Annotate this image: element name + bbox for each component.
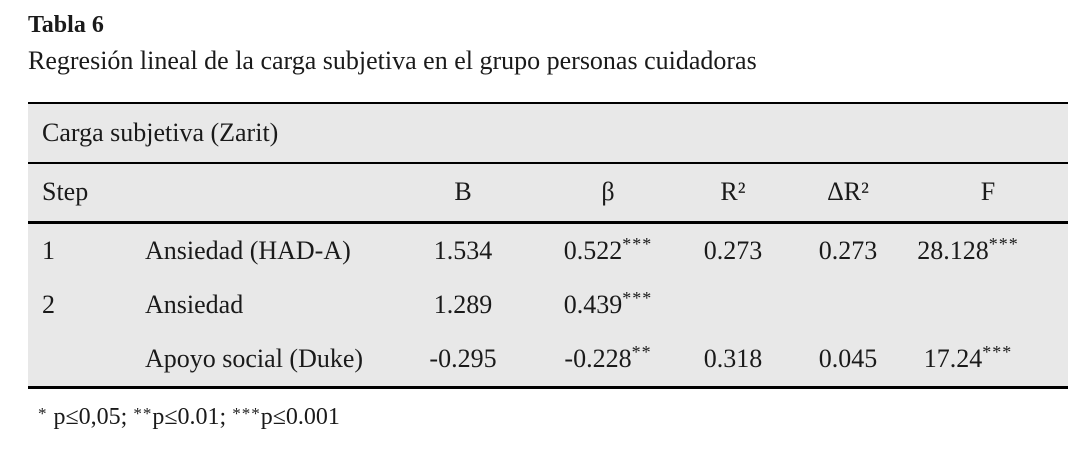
col-header-beta: β [538, 162, 678, 224]
cell-beta: 0.439*** [563, 287, 653, 319]
cell-f [908, 278, 1068, 332]
col-header-r2: R² [678, 162, 788, 224]
cell-step [28, 332, 128, 388]
col-header-delta-r2: ΔR² [788, 162, 908, 224]
significance-stars: *** [622, 233, 653, 254]
table-row: 2 Ansiedad 1.289 0.439*** [28, 278, 1068, 332]
cell-predictor: Ansiedad [145, 289, 244, 319]
cell-beta: 0.522*** [563, 233, 653, 265]
cell-delta-r2: 0.273 [818, 235, 878, 265]
cell-beta: -0.228** [564, 341, 652, 373]
cell-b: -0.295 [429, 343, 497, 373]
cell-predictor: Ansiedad (HAD-A) [145, 235, 351, 265]
cell-step: 1 [42, 235, 55, 265]
significance-note: * p≤0,05; **p≤0.01; ***p≤0.001 [38, 402, 1091, 433]
significance-stars: *** [622, 287, 653, 308]
cell-step: 2 [42, 289, 55, 319]
cell-f: 28.128*** [917, 233, 1019, 265]
significance-stars: *** [232, 403, 261, 423]
col-header-step: Step [28, 162, 128, 224]
cell-delta-r2 [788, 278, 908, 332]
col-header-predictor [128, 162, 388, 224]
cell-b: 1.534 [433, 235, 493, 265]
regression-table: Carga subjetiva (Zarit) Step B β R² ΔR² … [28, 101, 1069, 389]
significance-stars: *** [982, 341, 1013, 362]
table-caption: Regresión lineal de la carga subjetiva e… [28, 46, 757, 75]
significance-threshold: p≤0,05; [53, 403, 128, 430]
table-number: Tabla 6 [28, 12, 104, 38]
significance-threshold: p≤0.01; [152, 403, 227, 430]
significance-stars: * [38, 403, 48, 423]
cell-predictor: Apoyo social (Duke) [145, 343, 364, 373]
table-group-header-row: Carga subjetiva (Zarit) [28, 102, 1069, 164]
table-group-header: Carga subjetiva (Zarit) [28, 102, 1069, 164]
significance-stars: ** [133, 403, 153, 423]
col-header-f: F [908, 162, 1069, 224]
table-row: 1 Ansiedad (HAD-A) 1.534 0.522*** 0.273 … [28, 222, 1068, 278]
significance-stars: ** [631, 341, 652, 362]
cell-r2: 0.273 [703, 235, 763, 265]
table-row: Apoyo social (Duke) -0.295 -0.228** 0.31… [28, 332, 1068, 388]
col-header-b: B [388, 162, 538, 224]
significance-threshold: p≤0.001 [260, 403, 340, 430]
cell-r2: 0.318 [703, 343, 763, 373]
significance-stars: *** [988, 233, 1019, 254]
cell-r2 [678, 278, 788, 332]
cell-delta-r2: 0.045 [818, 343, 878, 373]
cell-f: 17.24*** [923, 341, 1013, 373]
cell-b: 1.289 [433, 289, 493, 319]
table-header-row: Step B β R² ΔR² F [28, 162, 1069, 224]
